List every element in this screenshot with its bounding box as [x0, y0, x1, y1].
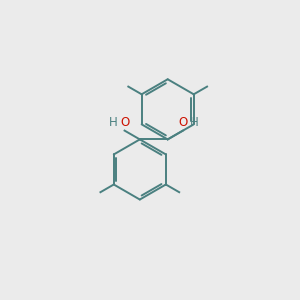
Text: O: O — [120, 116, 129, 130]
Text: H: H — [190, 116, 199, 130]
Text: H: H — [109, 116, 117, 130]
Text: O: O — [178, 116, 188, 130]
